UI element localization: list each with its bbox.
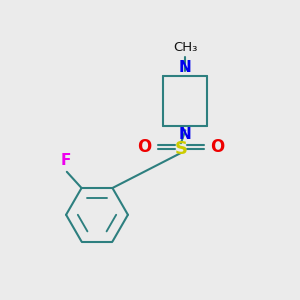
Text: N: N (179, 60, 192, 75)
Text: S: S (174, 140, 188, 158)
Text: O: O (210, 138, 225, 156)
Text: F: F (60, 153, 70, 168)
Text: O: O (137, 138, 152, 156)
Text: N: N (179, 127, 192, 142)
Text: CH₃: CH₃ (173, 41, 197, 54)
